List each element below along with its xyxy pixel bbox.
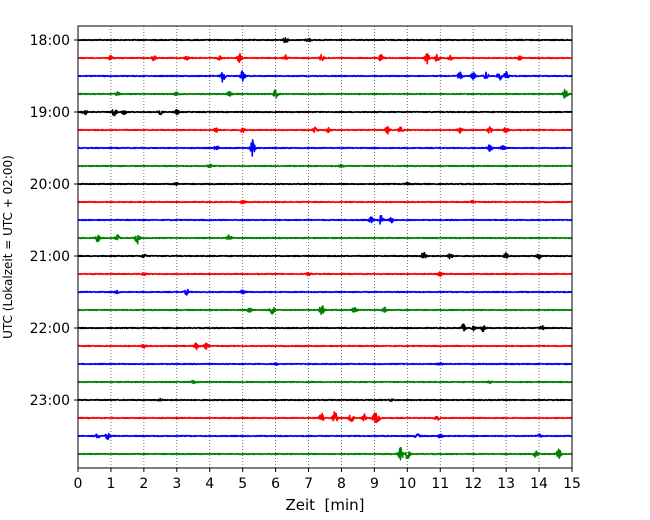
x-axis-ticks: 0 1 2 3 4 5 6 7 8 9 10 11 12 13 14 15 [74,468,581,492]
x-tick-label: 8 [337,476,346,492]
x-tick-label: 6 [271,476,280,492]
y-axis-ticks: 18:00 19:00 20:00 21:00 22:00 23:00 [30,33,78,409]
x-axis-title: Zeit [min] [285,496,364,514]
trace-2315 [77,411,573,424]
x-tick-label: 15 [563,476,581,492]
trace-1945 [77,163,573,169]
trace-series [77,37,573,461]
trace-2145 [77,305,573,315]
trace-2015 [77,199,573,205]
trace-1830 [77,70,573,83]
trace-2230 [77,361,573,367]
x-tick-label: 9 [370,476,379,492]
x-tick-label: 3 [172,476,181,492]
x-tick-label: 4 [205,476,214,492]
y-axis-title: UTC (Lokalzeit = UTC + 02:00) [1,155,15,339]
x-tick-label: 1 [106,476,115,492]
trace-2345 [77,446,573,461]
y-tick-label: 22:00 [30,321,70,337]
trace-1800 [77,37,573,44]
x-tick-label: 2 [139,476,148,492]
trace-2115 [77,271,573,277]
y-tick-label: 18:00 [30,33,70,49]
trace-1915 [77,126,573,135]
x-tick-label: 5 [238,476,247,492]
trace-2030 [77,215,573,225]
trace-2330 [77,432,573,441]
x-tick-label: 7 [304,476,313,492]
x-tick-label: 11 [431,476,449,492]
plot-frame [77,25,573,469]
trace-2130 [77,288,573,296]
trace-2100 [77,251,573,260]
x-tick-label: 0 [74,476,83,492]
trace-2200 [77,323,573,333]
trace-2215 [77,342,573,351]
x-tick-label: 13 [497,476,515,492]
trace-1900 [77,108,573,117]
trace-1845 [77,88,573,99]
trace-2245 [77,379,573,385]
x-tick-label: 12 [464,476,482,492]
y-tick-label: 19:00 [30,105,70,121]
x-tick-label: 10 [398,476,416,492]
trace-1930 [77,138,573,157]
y-tick-label: 21:00 [30,249,70,265]
trace-2000 [77,181,573,187]
x-tick-label: 14 [530,476,548,492]
trace-2045 [77,234,573,245]
trace-2300 [77,397,573,402]
trace-1815 [77,52,573,65]
y-tick-label: 20:00 [30,177,70,193]
y-tick-label: 23:00 [30,393,70,409]
